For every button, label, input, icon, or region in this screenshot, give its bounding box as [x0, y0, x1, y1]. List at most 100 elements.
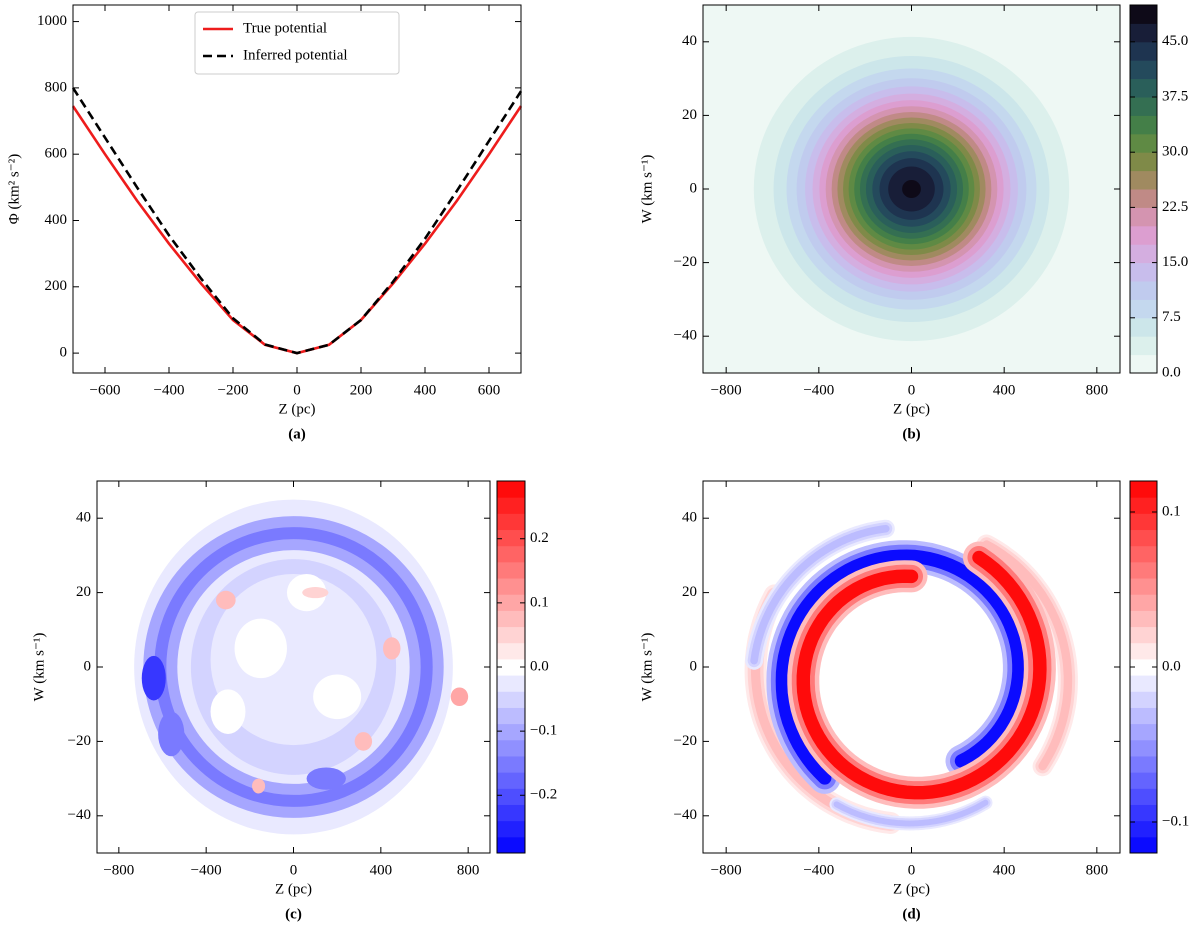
- x-axis-label: Z (pc): [893, 401, 930, 417]
- colorbar-band: [1130, 115, 1157, 135]
- colorbar-tick-label: −0.1: [1162, 813, 1189, 829]
- x-axis-label: Z (pc): [275, 881, 312, 897]
- x-tick-label: 0: [290, 862, 298, 878]
- colorbar-band: [1130, 481, 1157, 498]
- y-axis-label: W (km s⁻¹): [639, 633, 655, 702]
- colorbar-tick-label: 30.0: [1162, 144, 1188, 160]
- colorbar-tick-label: 22.5: [1162, 199, 1188, 215]
- panel-caption: (c): [285, 906, 302, 922]
- colorbar-band: [1130, 739, 1157, 757]
- colorbar-band: [497, 820, 525, 838]
- x-axis-label: Z (pc): [278, 401, 315, 417]
- colorbar-tick-label: 0.1: [1162, 503, 1181, 519]
- colorbar-band: [1130, 354, 1157, 374]
- colorbar-band: [1130, 133, 1157, 153]
- colorbar-tick-label: −0.1: [530, 723, 557, 739]
- x-tick-label: −400: [154, 382, 185, 398]
- colorbar-tick-label: 15.0: [1162, 254, 1188, 270]
- colorbar-band: [497, 642, 525, 660]
- colorbar-band: [1130, 594, 1157, 611]
- x-axis-label: Z (pc): [893, 881, 930, 897]
- colorbar-band: [497, 578, 525, 595]
- colorbar-band: [497, 755, 525, 773]
- y-axis-label: Φ (km² s⁻²): [6, 154, 22, 224]
- colorbar-band: [497, 561, 525, 579]
- colorbar-tick-label: 37.5: [1162, 88, 1188, 104]
- y-tick-label: 40: [682, 510, 697, 526]
- field-blob: [158, 711, 185, 757]
- colorbar-band: [497, 772, 525, 789]
- colorbar-band: [1130, 675, 1157, 692]
- colorbar-band: [1130, 691, 1157, 708]
- y-tick-label: −40: [674, 807, 697, 823]
- field-blob: [302, 587, 329, 599]
- colorbar-tick-label: 0.0: [1162, 364, 1181, 380]
- field-arm: [775, 549, 1026, 785]
- colorbar-band: [497, 804, 525, 822]
- x-tick-label: −800: [711, 862, 742, 878]
- field-blob: [354, 732, 373, 751]
- colorbar-band: [1130, 41, 1157, 61]
- colorbar-band: [497, 691, 525, 708]
- y-tick-label: 0: [690, 658, 698, 674]
- colorbar-band: [497, 513, 525, 531]
- colorbar-band: [1130, 804, 1157, 822]
- y-tick-label: 200: [45, 278, 68, 294]
- colorbar-band: [1130, 317, 1157, 337]
- colorbar-band: [1130, 189, 1157, 208]
- y-tick-label: 40: [76, 510, 91, 526]
- y-tick-label: −20: [68, 733, 91, 749]
- colorbar-band: [1130, 23, 1157, 43]
- colorbar-band: [1130, 262, 1157, 282]
- colorbar-band: [1130, 610, 1157, 628]
- colorbar-band: [1130, 561, 1157, 579]
- line: [71, 87, 523, 355]
- colorbar-band: [497, 529, 525, 547]
- colorbar-band: [1130, 707, 1157, 725]
- colorbar-band: [1130, 5, 1157, 24]
- colorbar-tick-label: 0.2: [530, 530, 549, 546]
- plot-area: [703, 5, 1120, 373]
- plot-area: [744, 519, 1078, 834]
- colorbar-band: [1130, 152, 1157, 172]
- y-tick-label: 800: [45, 79, 68, 95]
- colorbar-band: [1130, 755, 1157, 773]
- colorbar-tick-label: 0.1: [530, 594, 549, 610]
- legend-label: True potential: [243, 20, 327, 36]
- field-arm: [982, 540, 1073, 771]
- x-tick-label: −800: [711, 382, 742, 398]
- colorbar-band: [497, 626, 525, 644]
- x-tick-label: −200: [218, 382, 249, 398]
- x-tick-label: 800: [1086, 862, 1109, 878]
- field-blob: [450, 687, 469, 707]
- colorbar-band: [1130, 97, 1157, 116]
- x-tick-label: −400: [803, 862, 834, 878]
- x-tick-label: 0: [908, 382, 916, 398]
- colorbar-band: [1130, 578, 1157, 595]
- colorbar-band: [1130, 836, 1157, 854]
- colorbar-frame: [1129, 4, 1158, 374]
- colorbar-band: [1130, 497, 1157, 514]
- x-tick-label: −400: [803, 382, 834, 398]
- colorbar-band: [1130, 336, 1157, 356]
- colorbar-band: [1130, 788, 1157, 805]
- colorbar-band: [497, 723, 525, 741]
- y-tick-label: −20: [674, 254, 697, 270]
- x-tick-label: −800: [103, 862, 134, 878]
- x-tick-label: 600: [478, 382, 501, 398]
- field-band: [902, 179, 921, 199]
- colorbar-band: [497, 707, 525, 725]
- colorbar-band: [497, 788, 525, 805]
- y-tick-label: 0: [60, 345, 68, 361]
- colorbar-band: [497, 545, 525, 563]
- x-tick-label: −400: [191, 862, 222, 878]
- field-blob: [234, 618, 287, 679]
- y-tick-label: −20: [674, 733, 697, 749]
- panel-caption: (a): [288, 426, 306, 442]
- colorbar-band: [1130, 545, 1157, 563]
- legend-label: Inferred potential: [243, 47, 348, 63]
- x-tick-label: 0: [293, 382, 301, 398]
- x-tick-label: 800: [457, 862, 480, 878]
- colorbar-band: [1130, 772, 1157, 789]
